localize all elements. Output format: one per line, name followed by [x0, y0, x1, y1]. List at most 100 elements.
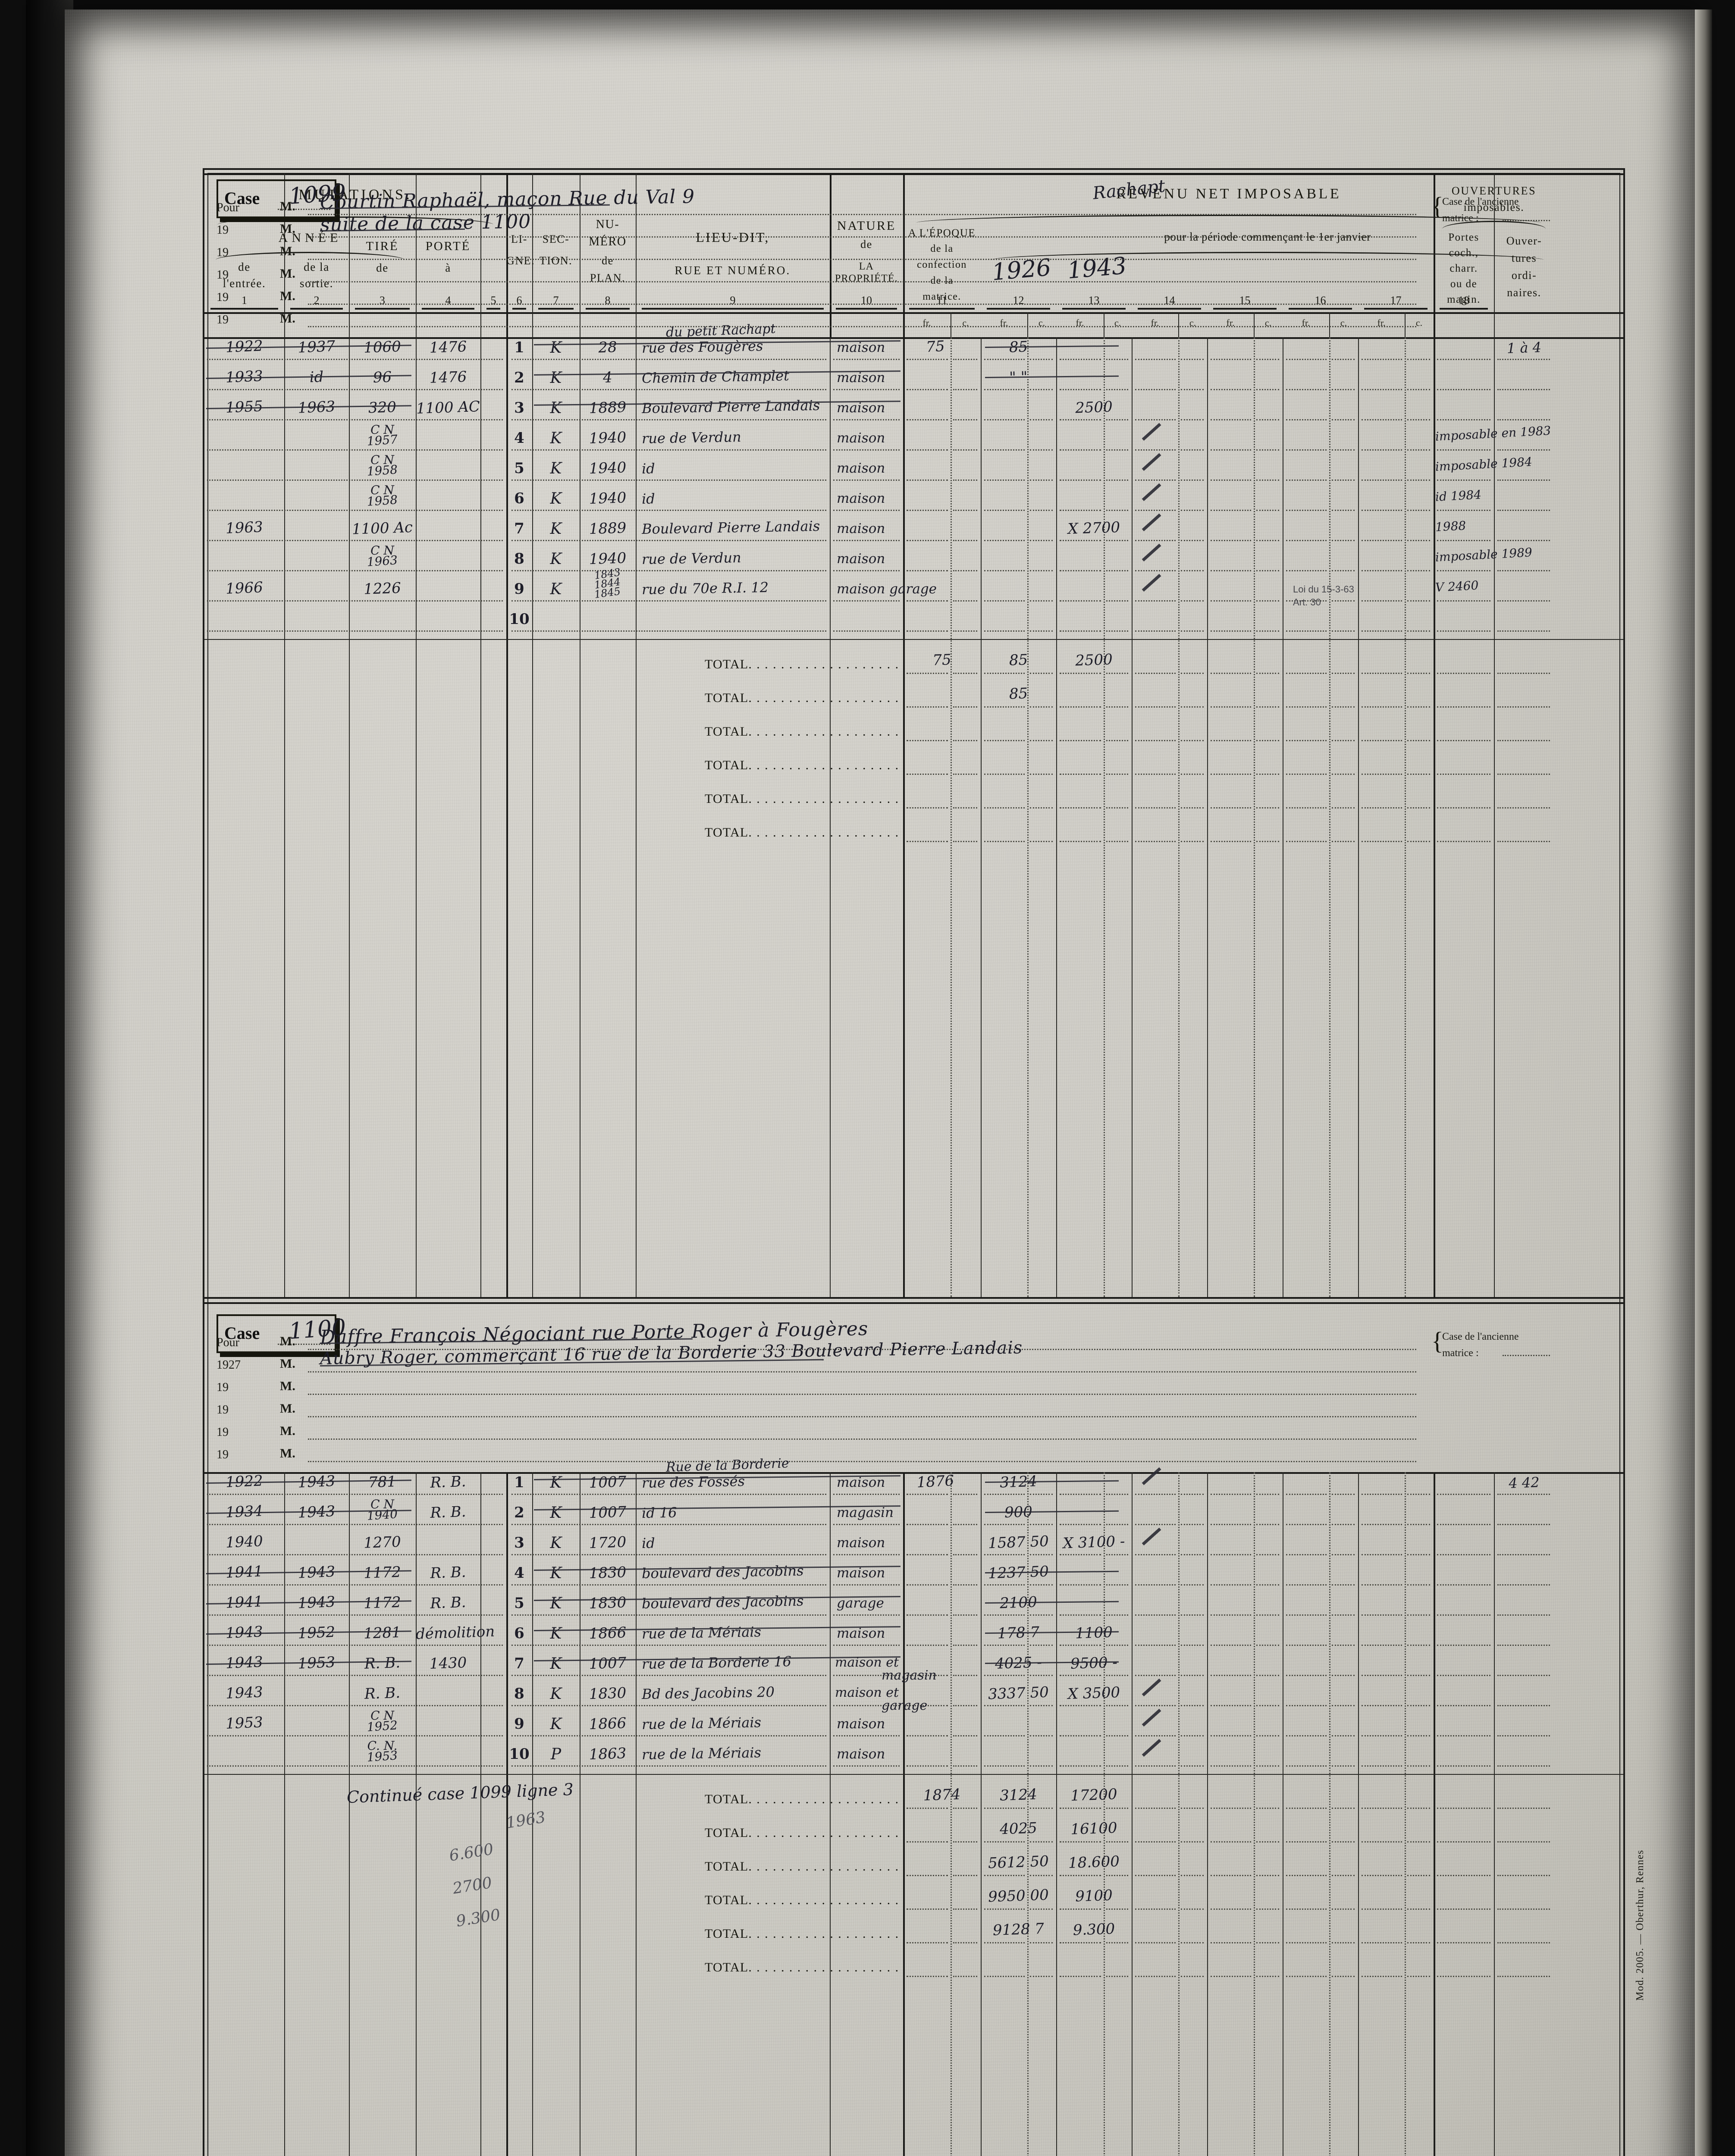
- dotted-rule: [1181, 449, 1204, 451]
- dotted-rule: [984, 807, 1025, 808]
- dotted-rule: [1030, 449, 1053, 451]
- dotted-rule: [1497, 600, 1550, 602]
- owner-year-0-0: Pour: [216, 201, 239, 214]
- dotted-rule: [1497, 740, 1550, 741]
- dotted-rule: [984, 1614, 1025, 1616]
- dotted-rule: [953, 807, 977, 808]
- dotted-rule: [1256, 1976, 1279, 1977]
- cent-divider: [951, 337, 953, 1297]
- cell-section-0-6: K: [550, 520, 562, 538]
- dotted-rule: [1256, 841, 1279, 842]
- total-rev-1926-1-2: 5612 50: [988, 1852, 1049, 1872]
- header-colnum-11: 11: [936, 294, 948, 307]
- dotted-rule: [1030, 1808, 1053, 1809]
- dotted-rule: [1362, 1808, 1402, 1809]
- dotted-rule: [984, 1675, 1025, 1676]
- dotted-rule: [1256, 600, 1279, 602]
- cell-nature-1-5: maison: [837, 1626, 885, 1641]
- dotted-rule: [953, 1524, 977, 1525]
- dotted-rule: [1060, 510, 1101, 511]
- dotted-rule: [1060, 359, 1101, 360]
- dotted-rule: [1181, 630, 1204, 632]
- dotted-rule: [1256, 1942, 1279, 1943]
- dotted-rule: [1030, 600, 1053, 602]
- dotted-rule: [1106, 1494, 1128, 1495]
- dotted-rule: [1211, 1765, 1251, 1767]
- colnum-underline: [486, 308, 500, 310]
- dotted-rule: [1211, 1735, 1251, 1736]
- dotted-rule: [1181, 570, 1204, 571]
- dotted-rule: [1106, 540, 1128, 541]
- dotted-rule: [953, 1614, 977, 1616]
- header-epoque-l1: A L'ÉPOQUE: [908, 227, 976, 239]
- dotted-rule: [1407, 1705, 1430, 1706]
- dotted-rule: [308, 1438, 1416, 1440]
- header-fr-5: fr.: [1302, 317, 1310, 328]
- owner-year-0-3: 19: [216, 268, 229, 282]
- case-box-1: [216, 1314, 336, 1353]
- dotted-rule: [1497, 1494, 1550, 1495]
- grid-vline: [1207, 337, 1208, 1297]
- ledger-form: MUTATIONS. ANNÉE de l'entrée. de la sortie. TI…: [203, 168, 1625, 2156]
- dotted-rule: [1362, 1942, 1402, 1943]
- dotted-rule: [1286, 1841, 1327, 1843]
- cell-section-0-2: K: [550, 399, 562, 417]
- dotted-rule: [907, 1735, 948, 1736]
- dotted-rule: [1362, 540, 1402, 541]
- header-year-1943: 1943: [1066, 252, 1128, 284]
- dotted-rule: [207, 479, 503, 481]
- dotted-rule: [1181, 706, 1204, 708]
- dotted-rule: [1362, 673, 1402, 674]
- dotted-rule: [1106, 740, 1128, 741]
- dotted-rule: [1256, 1524, 1279, 1525]
- dotted-rule: [1211, 673, 1251, 674]
- dotted-rule: [907, 1494, 948, 1495]
- dotted-rule: [207, 1735, 503, 1736]
- dotted-rule: [1181, 1942, 1204, 1943]
- dotted-rule: [1135, 1735, 1176, 1736]
- dotted-rule: [1256, 1875, 1279, 1876]
- dotted-rule: [1211, 359, 1251, 360]
- header-colnum-17: 17: [1390, 294, 1402, 307]
- cell-plan-0-1: 4: [602, 369, 613, 387]
- total-label-0-3: TOTAL...................: [705, 758, 904, 772]
- dotted-rule: [1060, 1645, 1101, 1646]
- dotted-rule: [1211, 1875, 1251, 1876]
- dotted-rule: [1256, 389, 1279, 390]
- header-revenu-group: REVENU NET IMPOSABLE: [1116, 186, 1341, 202]
- dotted-rule: [1497, 1875, 1550, 1876]
- cell-tire-0-8: 1226: [363, 579, 402, 598]
- dotted-rule: [984, 1908, 1025, 1910]
- owner-year-1-3: 19: [216, 1403, 229, 1416]
- dotted-rule: [1362, 630, 1402, 632]
- dotted-rule: [1332, 1942, 1355, 1943]
- cell-rev-1926-1-2: 1587 50: [988, 1532, 1049, 1552]
- dotted-rule: [907, 1554, 948, 1555]
- dotted-rule: [1106, 1808, 1128, 1809]
- dotted-rule: [907, 510, 948, 511]
- grid-vline: [1494, 337, 1495, 1297]
- dotted-rule: [1437, 1875, 1490, 1876]
- header-mutations-group: MUTATIONS.: [298, 187, 412, 203]
- cell-lieudit-0-0: rue des Fougères: [641, 338, 763, 356]
- dotted-rule: [1135, 1554, 1176, 1555]
- dotted-rule: [953, 1494, 977, 1495]
- dotted-rule: [1497, 389, 1550, 390]
- cell-nature-b-1-6: magasin: [882, 1668, 937, 1683]
- dotted-rule: [1030, 1705, 1053, 1706]
- header-colnum-1: 1: [242, 294, 247, 307]
- cell-ligne-0-0: 1: [514, 339, 524, 356]
- dotted-rule: [207, 449, 503, 451]
- dotted-rule: [1437, 449, 1490, 451]
- dotted-rule: [907, 630, 948, 632]
- cell-nature-0-2: maison: [837, 400, 885, 416]
- dotted-rule: [1407, 600, 1430, 602]
- grid-hline: [204, 337, 1623, 339]
- total-rev-1943-1-0: 17200: [1070, 1786, 1118, 1805]
- dotted-rule: [1211, 1841, 1251, 1843]
- dotted-rule: [1437, 774, 1490, 775]
- cell-porte-1-3: R. B.: [430, 1563, 467, 1582]
- header-colnum-14: 14: [1164, 294, 1175, 307]
- cell-porte-0-1: 1476: [429, 368, 467, 387]
- dotted-rule: [1286, 1735, 1327, 1736]
